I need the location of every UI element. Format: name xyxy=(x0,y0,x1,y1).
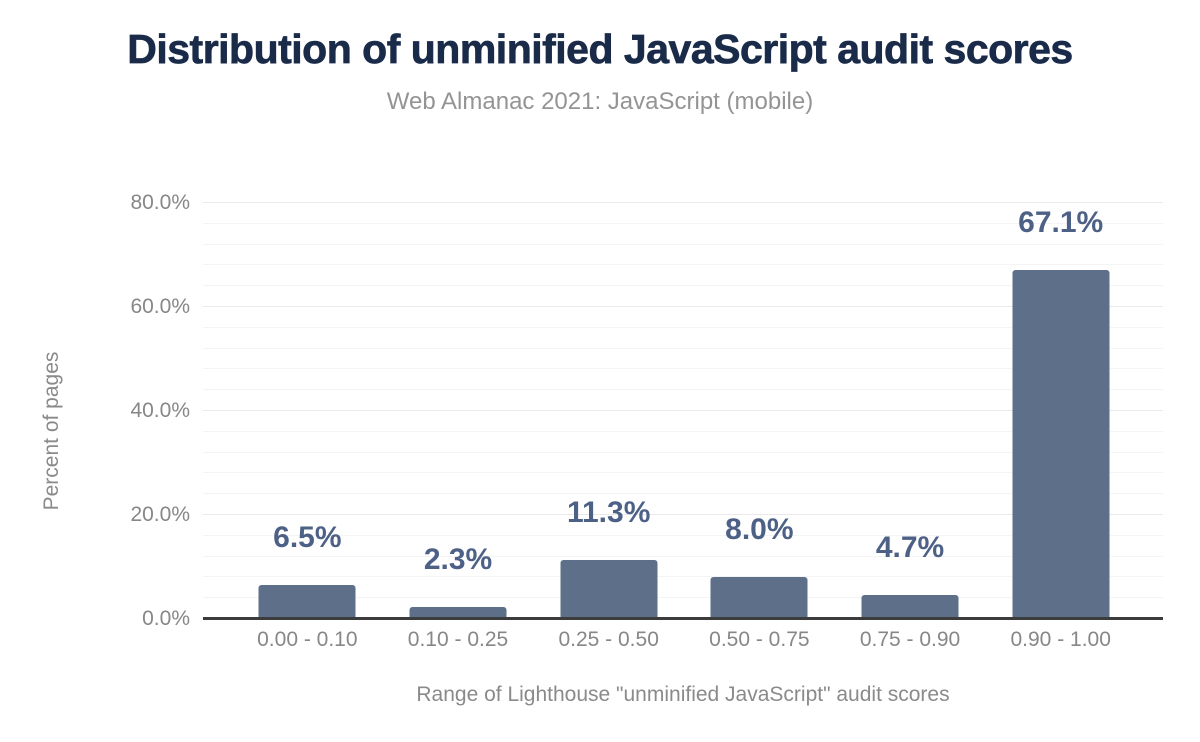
x-tick-label: 0.00 - 0.10 xyxy=(257,628,358,651)
major-gridline xyxy=(203,202,1163,203)
minor-gridline xyxy=(203,264,1163,266)
bars-band: 6.5% 2.3% 11.3% 8.0% 4.7% 67.1% xyxy=(232,177,1136,619)
bar-slot: 11.3% xyxy=(533,177,684,619)
bar-value-label: 67.1% xyxy=(1018,206,1104,239)
x-axis-title: Range of Lighthouse "unminified JavaScri… xyxy=(416,683,950,706)
minor-gridline xyxy=(203,472,1163,474)
minor-gridline xyxy=(203,493,1163,495)
minor-gridline xyxy=(203,222,1163,224)
bar-slot: 6.5% xyxy=(232,177,383,619)
x-axis-line xyxy=(203,617,1163,620)
x-tick-label: 0.10 - 0.25 xyxy=(407,628,509,651)
minor-gridline xyxy=(203,243,1163,245)
minor-gridline xyxy=(203,368,1163,370)
x-tick-label: 0.25 - 0.50 xyxy=(558,628,659,651)
minor-gridline xyxy=(203,326,1163,328)
bar xyxy=(710,577,808,619)
x-tick-label: 0.75 - 0.90 xyxy=(859,628,961,651)
minor-gridline xyxy=(203,389,1163,391)
plot-area xyxy=(203,177,1163,619)
y-tick-label: 40.0% xyxy=(130,399,190,422)
minor-gridline xyxy=(203,534,1163,536)
bar xyxy=(560,560,658,619)
minor-gridline xyxy=(203,451,1163,453)
y-tick-label: 60.0% xyxy=(130,295,190,318)
bar-value-label: 8.0% xyxy=(725,513,794,546)
x-tick-label: 0.50 - 0.75 xyxy=(709,628,810,651)
major-gridline xyxy=(203,410,1163,411)
minor-gridline xyxy=(203,285,1163,287)
x-axis-tick-labels: 0.00 - 0.10 0.10 - 0.25 0.25 - 0.50 0.50 - … xyxy=(232,628,1136,652)
bar xyxy=(258,585,356,619)
minor-gridline xyxy=(203,576,1163,578)
bar xyxy=(861,595,959,619)
y-axis-title: Percent of pages xyxy=(40,351,63,511)
minor-gridline xyxy=(203,555,1163,557)
chart-title: Distribution of unminified JavaScript au… xyxy=(127,26,1074,73)
bar xyxy=(409,607,507,619)
bar-value-label: 2.3% xyxy=(423,543,493,576)
major-gridline xyxy=(203,514,1163,515)
y-tick-label: 20.0% xyxy=(130,503,190,526)
bar-slot: 67.1% xyxy=(985,177,1136,619)
bar-value-label: 6.5% xyxy=(273,521,342,554)
y-tick-label: 80.0% xyxy=(130,191,190,214)
bar-value-label: 4.7% xyxy=(875,531,945,564)
minor-gridline xyxy=(203,430,1163,432)
bar-slot: 8.0% xyxy=(684,177,835,619)
bar-value-label: 11.3% xyxy=(566,496,651,529)
major-gridline xyxy=(203,306,1163,307)
chart-subtitle: Web Almanac 2021: JavaScript (mobile) xyxy=(386,88,814,115)
minor-gridline xyxy=(203,347,1163,349)
bar xyxy=(1012,270,1110,619)
y-tick-label: 0.0% xyxy=(142,607,190,630)
bar-slot: 4.7% xyxy=(835,177,986,619)
x-tick-label: 0.90 - 1.00 xyxy=(1010,628,1111,651)
minor-gridline xyxy=(203,597,1163,599)
bar-slot: 2.3% xyxy=(383,177,534,619)
